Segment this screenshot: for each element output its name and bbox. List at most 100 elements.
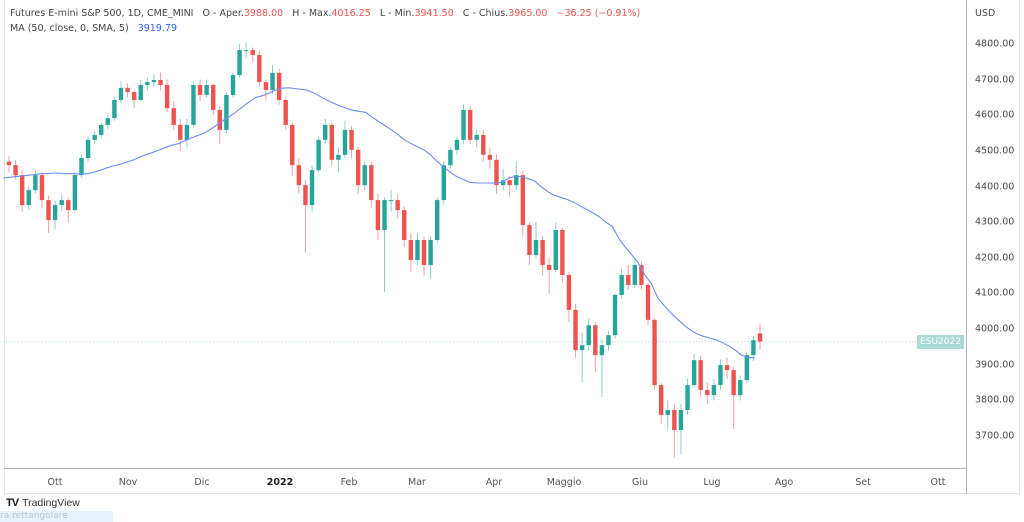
candle-down bbox=[546, 264, 552, 270]
y-tick-label: 4500.00 bbox=[975, 145, 1015, 157]
candle-down bbox=[375, 200, 381, 231]
ma-label[interactable]: MA (50, close, 0, SMA, 5) bbox=[10, 23, 129, 34]
candle-up bbox=[435, 200, 440, 241]
candle-up bbox=[500, 180, 506, 186]
candle-down bbox=[296, 165, 302, 186]
candle-down bbox=[303, 185, 308, 206]
candle-up bbox=[342, 129, 348, 155]
open-value: 3988.00 bbox=[243, 8, 284, 19]
candle-up bbox=[191, 84, 196, 125]
candle-down bbox=[757, 333, 763, 342]
candle-down bbox=[197, 84, 203, 95]
candle-down bbox=[698, 360, 703, 391]
candle-up bbox=[619, 274, 624, 295]
y-tick-label: 4700.00 bbox=[975, 74, 1015, 86]
candle-up bbox=[362, 165, 367, 186]
candle-down bbox=[672, 410, 677, 430]
candle-up bbox=[59, 200, 64, 206]
candle-up bbox=[145, 82, 150, 85]
candle-down bbox=[290, 124, 295, 166]
candle-up bbox=[316, 139, 321, 171]
candle-down bbox=[573, 309, 578, 351]
candle-down bbox=[487, 154, 493, 160]
y-tick-label: 4100.00 bbox=[975, 287, 1015, 299]
symbol-title[interactable]: Futures E-mini S&P 500, 1D, CME_MINI bbox=[10, 8, 194, 19]
candle-up bbox=[744, 355, 750, 381]
candle-up bbox=[112, 99, 117, 119]
candle-up bbox=[428, 240, 433, 265]
price-axis[interactable] bbox=[966, 0, 967, 494]
high-label: H - Max. bbox=[292, 8, 332, 19]
candle-up bbox=[33, 175, 38, 191]
time-axis[interactable] bbox=[4, 468, 967, 469]
symbol-price-label: ESU2022 bbox=[917, 335, 964, 349]
x-tick-label: Lug bbox=[703, 477, 721, 488]
candle-down bbox=[481, 134, 486, 155]
x-tick-label: Ott bbox=[930, 477, 946, 488]
candle-up bbox=[105, 118, 111, 125]
candle-down bbox=[520, 175, 526, 226]
candle-down bbox=[46, 200, 51, 221]
y-tick-label: 4400.00 bbox=[975, 181, 1015, 193]
candle-down bbox=[355, 149, 361, 186]
candle-down bbox=[408, 240, 414, 260]
candle-up bbox=[72, 175, 78, 211]
candle-up bbox=[678, 410, 684, 430]
candle-down bbox=[263, 82, 269, 90]
candle-up bbox=[138, 84, 143, 100]
y-tick-label: 4300.00 bbox=[975, 216, 1015, 228]
y-tick-label: 3800.00 bbox=[975, 394, 1015, 406]
candle-down bbox=[560, 230, 565, 275]
close-value: 3965.00 bbox=[508, 8, 548, 19]
tradingview-logo[interactable]: TV TradingView bbox=[6, 497, 80, 509]
candle-down bbox=[217, 109, 223, 130]
candle-down bbox=[507, 180, 512, 186]
candle-up bbox=[26, 190, 31, 206]
candle-down bbox=[276, 72, 282, 100]
candle-up bbox=[533, 240, 539, 255]
candle-up bbox=[237, 50, 242, 76]
candle-up bbox=[151, 79, 157, 83]
change-value: −36.25 (−0.91%) bbox=[556, 8, 641, 19]
candle-up bbox=[632, 264, 638, 285]
candle-up bbox=[224, 94, 229, 130]
candle-up bbox=[243, 50, 249, 52]
candle-up bbox=[599, 345, 605, 356]
x-tick-label: Mar bbox=[408, 477, 426, 488]
candle-up bbox=[382, 200, 387, 231]
y-tick-label: 4200.00 bbox=[975, 252, 1015, 264]
candle-down bbox=[731, 370, 736, 396]
x-tick-label: Ott bbox=[47, 477, 63, 488]
candle-down bbox=[125, 87, 130, 93]
x-tick-label: Apr bbox=[485, 477, 503, 488]
chart-frame bbox=[4, 0, 1020, 494]
candles bbox=[6, 42, 763, 458]
x-tick-label: Giu bbox=[631, 477, 649, 488]
x-tick-label: Dic bbox=[194, 477, 210, 488]
candle-down bbox=[527, 225, 532, 255]
x-tick-label: Set bbox=[855, 477, 871, 488]
candle-up bbox=[454, 139, 460, 150]
tooltip-strip: ra rettangolare bbox=[0, 511, 113, 522]
candle-down bbox=[250, 50, 255, 56]
candle-up bbox=[323, 124, 328, 140]
candle-down bbox=[724, 365, 730, 371]
candle-down bbox=[6, 161, 12, 166]
price-plot[interactable] bbox=[0, 0, 966, 468]
candle-up bbox=[388, 200, 394, 202]
ma-value: 3919.79 bbox=[137, 23, 177, 34]
tradingview-logo-icon: TV bbox=[6, 497, 19, 509]
candle-down bbox=[494, 159, 499, 186]
candle-up bbox=[579, 345, 585, 351]
candle-up bbox=[612, 294, 618, 336]
close-label: C - Chius. bbox=[462, 8, 509, 19]
legend: Futures E-mini S&P 500, 1D, CME_MINI O -… bbox=[10, 6, 640, 36]
candle-down bbox=[658, 385, 664, 416]
low-label: L - Min. bbox=[379, 8, 415, 19]
x-tick-label: Feb bbox=[340, 477, 358, 488]
candle-up bbox=[685, 385, 690, 411]
candle-down bbox=[39, 175, 45, 201]
candle-down bbox=[19, 175, 25, 206]
candle-up bbox=[309, 170, 315, 206]
candle-down bbox=[171, 108, 176, 125]
